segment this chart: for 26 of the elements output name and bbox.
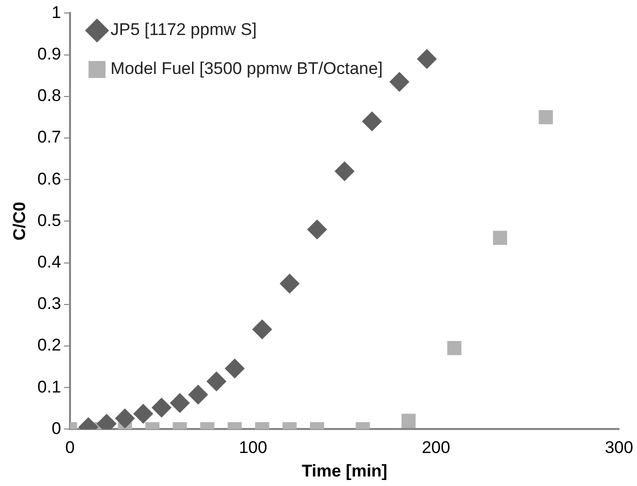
- y-tick-label: 0.5: [37, 210, 62, 230]
- x-tick-label: 100: [238, 438, 268, 458]
- y-tick-label: 0.2: [37, 336, 62, 355]
- y-tick-label: 0.3: [37, 294, 62, 314]
- point: [492, 230, 508, 245]
- x-tick-label: 0: [65, 438, 75, 458]
- y-tick-label: 0.9: [37, 44, 62, 64]
- x-tick-label: 300: [604, 438, 634, 458]
- x-axis-title: Time [min]: [302, 461, 388, 480]
- legend-label: Model Fuel [3500 ppmw BT/Octane]: [110, 59, 383, 78]
- point: [416, 48, 437, 69]
- point: [538, 110, 553, 124]
- y-tick-label: 0.1: [37, 377, 62, 396]
- y-tick-label: 0: [52, 418, 62, 438]
- legend-label: JP5 [1172 ppmw S]: [110, 20, 257, 40]
- point: [362, 111, 382, 132]
- point: [389, 72, 410, 92]
- y-tick-label: 1: [52, 2, 62, 22]
- y-tick-label: 0.8: [37, 86, 62, 106]
- point: [334, 161, 355, 182]
- y-tick-label: 0.6: [37, 169, 62, 188]
- y-axis-title: C/C0: [10, 202, 29, 241]
- y-tick-label: 0.4: [37, 252, 62, 272]
- y-tick-label: 0.7: [37, 128, 62, 147]
- point: [307, 220, 328, 240]
- x-tick-label: 200: [422, 438, 450, 458]
